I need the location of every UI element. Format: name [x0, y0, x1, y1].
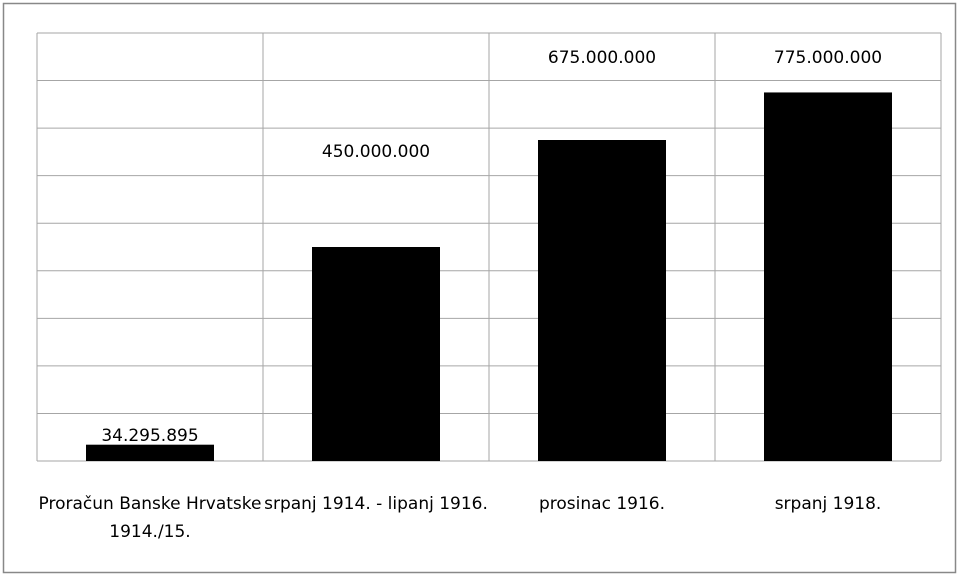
- x-tick-label: Proračun Banske Hrvatske 1914./15.: [38, 494, 262, 542]
- data-label: 34.295.895: [101, 426, 198, 446]
- x-tick-label: srpanj 1918.: [774, 494, 882, 514]
- x-tick-label: srpanj 1914. - lipanj 1916.: [264, 494, 488, 514]
- bar: [312, 247, 440, 461]
- data-label: 450.000.000: [322, 142, 430, 162]
- bar: [86, 444, 214, 461]
- data-label: 675.000.000: [548, 48, 656, 68]
- bar: [538, 140, 666, 461]
- x-tick-label: prosinac 1916.: [539, 494, 665, 514]
- data-label: 775.000.000: [774, 48, 882, 68]
- bar: [764, 92, 892, 461]
